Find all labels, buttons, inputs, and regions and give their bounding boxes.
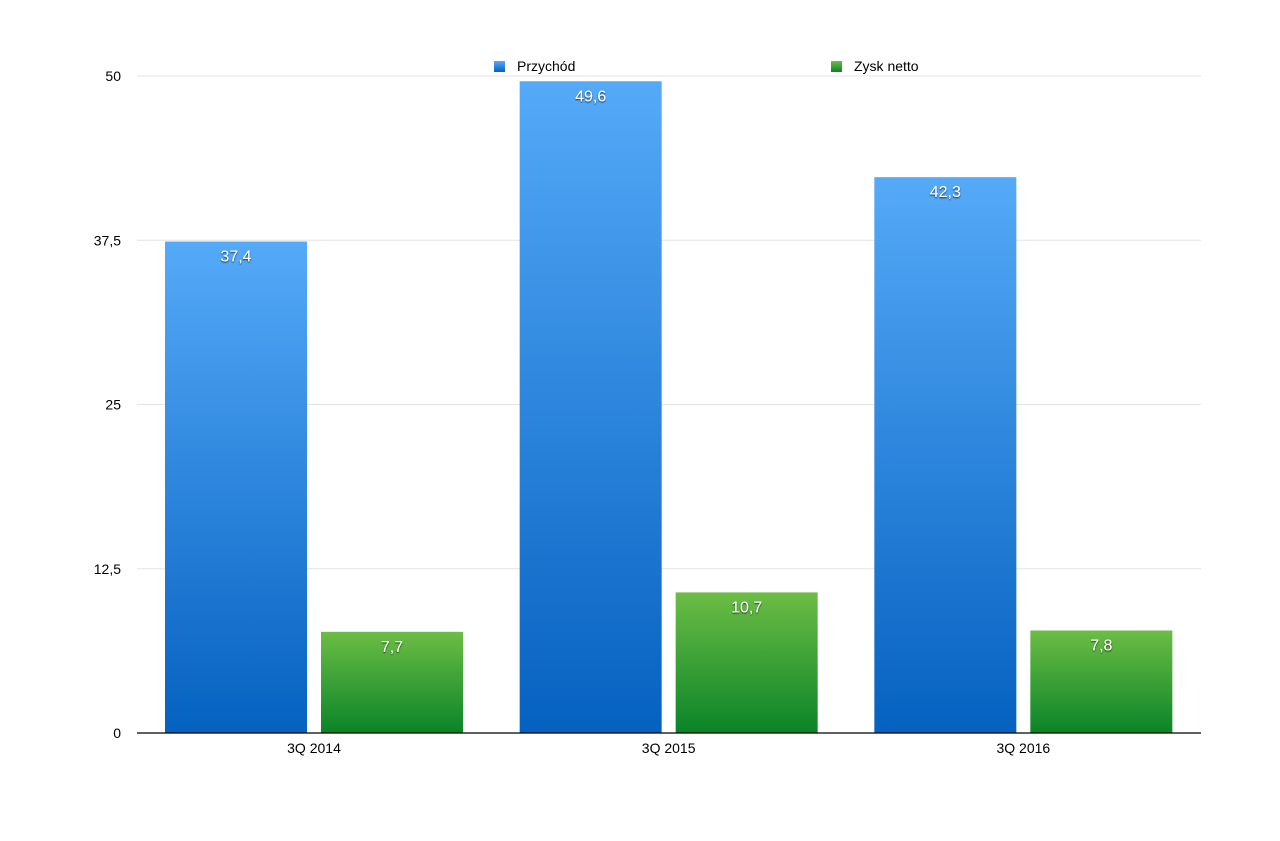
x-tick-label: 3Q 2015 <box>642 740 696 756</box>
bar-net-profit <box>321 631 463 733</box>
legend: Przychód Zysk netto <box>0 58 1280 78</box>
legend-swatch-net-profit <box>831 60 842 72</box>
legend-label-net-profit: Zysk netto <box>854 58 919 74</box>
y-tick-label: 37,5 <box>94 232 121 248</box>
y-tick-label: 50 <box>105 68 121 84</box>
legend-swatch-revenue <box>494 60 505 72</box>
bars <box>165 81 1173 734</box>
y-tick-label: 25 <box>105 397 121 413</box>
bar-value-label: 7,7 <box>381 639 403 656</box>
x-tick-label: 3Q 2014 <box>287 740 341 756</box>
bar-value-label: 49,6 <box>575 88 606 105</box>
data-labels: 37,4 7,7 49,6 10,7 42,3 7,8 <box>220 88 1112 656</box>
legend-item-revenue: Przychód <box>494 58 575 74</box>
bar-value-label: 42,3 <box>930 184 961 201</box>
x-tick-label: 3Q 2016 <box>996 740 1050 756</box>
grid-lines <box>137 75 1201 570</box>
y-tick-label: 12,5 <box>94 561 121 577</box>
bar-revenue <box>874 177 1017 734</box>
legend-label-revenue: Przychód <box>517 58 576 74</box>
bar-net-profit <box>675 592 818 733</box>
bar-revenue <box>165 241 307 733</box>
bar-value-label: 7,8 <box>1090 638 1112 655</box>
bar-revenue <box>519 81 662 734</box>
bar-value-label: 37,4 <box>220 249 251 266</box>
bar-net-profit <box>1030 630 1173 733</box>
legend-item-net-profit: Zysk netto <box>831 58 919 74</box>
axes: 0 12,5 25 37,5 50 3Q 2014 3Q 2015 3Q 2016 <box>94 68 1201 756</box>
y-tick-label: 0 <box>113 725 121 741</box>
bar-value-label: 10,7 <box>731 599 762 616</box>
